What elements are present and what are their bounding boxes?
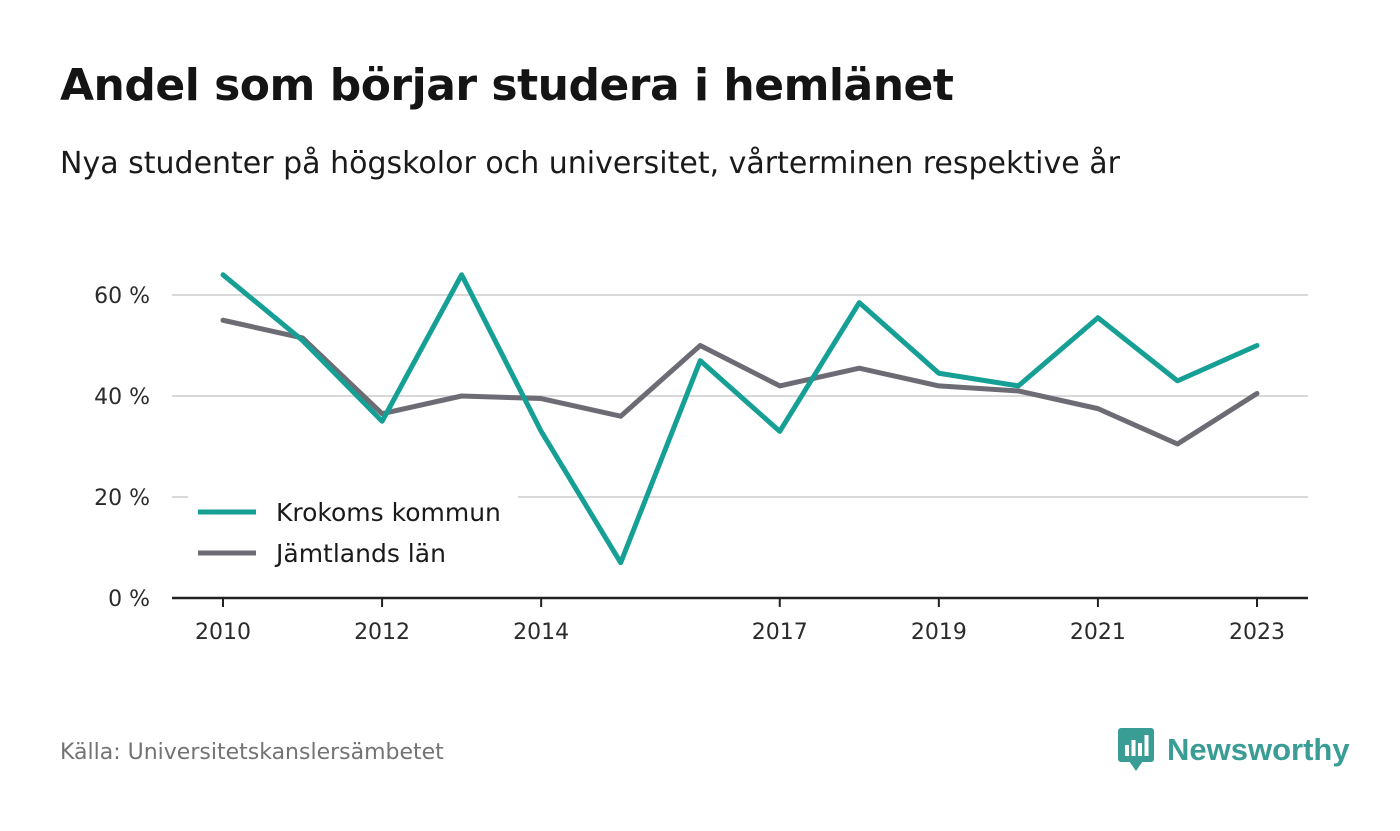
x-tick-label: 2021: [1070, 620, 1126, 645]
chart-title: Andel som börjar studera i hemlänet: [60, 60, 954, 111]
x-tick-label: 2019: [911, 620, 967, 645]
brand-logo: Newsworthy: [1118, 728, 1350, 772]
legend-label: Jämtlands län: [274, 539, 446, 568]
y-tick-label: 60 %: [94, 284, 150, 309]
y-tick-label: 20 %: [94, 486, 150, 511]
y-axis-ticks: 0 % 20 % 40 % 60 %: [94, 284, 150, 612]
series-line: [220, 272, 1260, 566]
series-krokoms-kommun: [220, 272, 1260, 566]
line-chart: 0 % 20 % 40 % 60 % 2010 2012 2014 2017 2019 2021…: [94, 272, 1308, 645]
x-tick-label: 2012: [354, 620, 410, 645]
x-axis: 2010 2012 2014 2017 2019 2021 2023: [172, 596, 1308, 645]
series-jamtlands-lan: [220, 317, 1260, 447]
legend-background: [188, 490, 518, 580]
brand-name: Newsworthy: [1167, 732, 1350, 767]
series-line: [220, 317, 1260, 447]
x-tick-label: 2017: [752, 620, 808, 645]
y-tick-label: 0 %: [108, 587, 150, 612]
x-tick-label: 2023: [1229, 620, 1285, 645]
legend-label: Krokoms kommun: [276, 498, 501, 527]
chart-subtitle: Nya studenter på högskolor och universit…: [60, 146, 1120, 181]
newsworthy-logo-icon: [1118, 728, 1154, 771]
source-note: Källa: Universitetskanslersämbetet: [60, 740, 444, 765]
x-tick-label: 2010: [195, 620, 251, 645]
x-tick-label: 2014: [513, 620, 569, 645]
legend: Krokoms kommun Jämtlands län: [188, 490, 518, 580]
series-lines: [220, 272, 1260, 566]
y-tick-label: 40 %: [94, 385, 150, 410]
